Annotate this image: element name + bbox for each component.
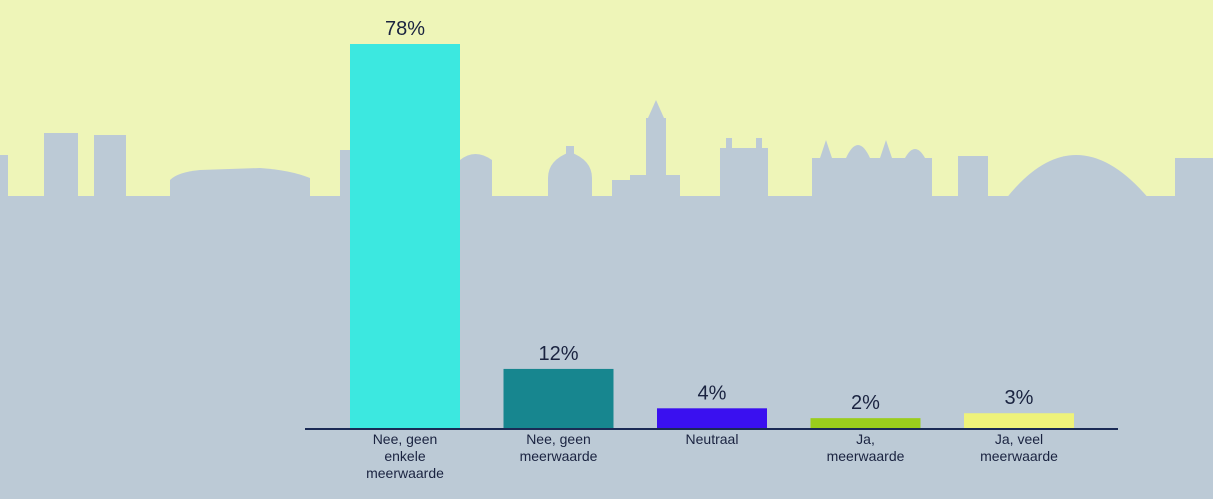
city-skyline-silhouette: [0, 100, 1213, 200]
category-label-0-line-1: enkele: [384, 448, 425, 464]
bar-0: [350, 44, 460, 428]
category-label-3-line-0: Ja,: [856, 431, 875, 447]
category-label-0-line-2: meerwaarde: [366, 465, 444, 481]
value-label-0: 78%: [385, 18, 425, 40]
category-label-3-line-1: meerwaarde: [827, 448, 905, 464]
value-label-2: 4%: [698, 382, 727, 404]
category-label-1-line-1: meerwaarde: [520, 448, 598, 464]
category-label-0-line-0: Nee, geen: [373, 431, 438, 447]
category-label-2-line-0: Neutraal: [686, 431, 739, 447]
value-label-4: 3%: [1005, 387, 1034, 409]
bar-3: [810, 418, 921, 428]
category-label-4-line-1: meerwaarde: [980, 448, 1058, 464]
sky-band: [0, 0, 1213, 200]
bar-2: [657, 408, 767, 428]
value-label-3: 2%: [851, 392, 880, 414]
bar-4: [964, 413, 1074, 428]
ground-band: [0, 196, 1213, 499]
category-label-1-line-0: Nee, geen: [526, 431, 591, 447]
value-labels-layer: 78% 12% 4% 2% 3%: [385, 18, 1034, 414]
bars-layer: [350, 44, 1074, 428]
bar-1: [503, 368, 614, 428]
category-label-4-line-0: Ja, veel: [995, 431, 1043, 447]
value-label-1: 12%: [538, 343, 578, 365]
